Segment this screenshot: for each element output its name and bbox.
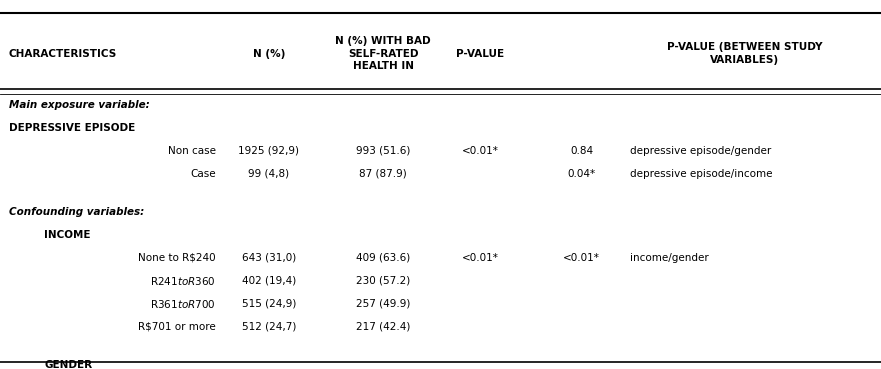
Text: Non case: Non case [168,146,216,156]
Text: R$701 or more: R$701 or more [138,321,216,332]
Text: N (%): N (%) [253,48,285,59]
Text: R$241 to R$360: R$241 to R$360 [150,275,216,287]
Text: N (%) WITH BAD
SELF-RATED
HEALTH IN: N (%) WITH BAD SELF-RATED HEALTH IN [336,36,431,71]
Text: 0.84: 0.84 [570,146,593,156]
Text: <0.01*: <0.01* [563,253,600,263]
Text: 402 (19,4): 402 (19,4) [241,276,296,286]
Text: 87 (87.9): 87 (87.9) [359,169,407,179]
Text: CHARACTERISTICS: CHARACTERISTICS [9,48,117,59]
Text: GENDER: GENDER [44,360,93,369]
Text: <0.01*: <0.01* [462,146,499,156]
Text: 1925 (92,9): 1925 (92,9) [238,146,300,156]
Text: 515 (24,9): 515 (24,9) [241,299,296,309]
Text: 0.04*: 0.04* [567,169,596,179]
Text: P-VALUE (BETWEEN STUDY
VARIABLES): P-VALUE (BETWEEN STUDY VARIABLES) [667,42,822,65]
Text: 409 (63.6): 409 (63.6) [356,253,411,263]
Text: 512 (24,7): 512 (24,7) [241,321,296,332]
Text: depressive episode/income: depressive episode/income [630,169,773,179]
Text: Confounding variables:: Confounding variables: [9,207,144,217]
Text: income/gender: income/gender [630,253,708,263]
Text: 99 (4,8): 99 (4,8) [248,169,289,179]
Text: R$361 to R$700: R$361 to R$700 [150,298,216,310]
Text: 230 (57.2): 230 (57.2) [356,276,411,286]
Text: Case: Case [190,169,216,179]
Text: Main exposure variable:: Main exposure variable: [9,100,150,110]
Text: INCOME: INCOME [44,230,91,240]
Text: <0.01*: <0.01* [462,253,499,263]
Text: depressive episode/gender: depressive episode/gender [630,146,771,156]
Text: 993 (51.6): 993 (51.6) [356,146,411,156]
Text: DEPRESSIVE EPISODE: DEPRESSIVE EPISODE [9,123,135,133]
Text: P-VALUE: P-VALUE [456,48,504,59]
Text: 257 (49.9): 257 (49.9) [356,299,411,309]
Text: None to R$240: None to R$240 [138,253,216,263]
Text: 643 (31,0): 643 (31,0) [241,253,296,263]
Text: 217 (42.4): 217 (42.4) [356,321,411,332]
